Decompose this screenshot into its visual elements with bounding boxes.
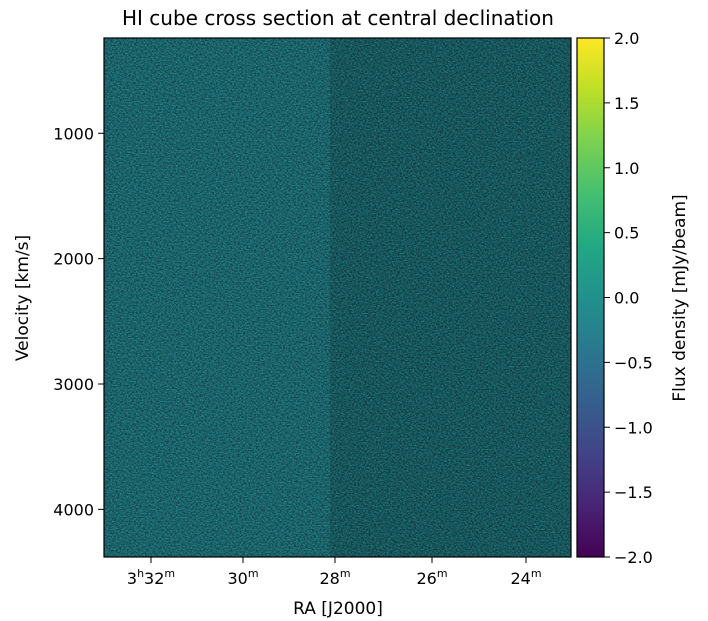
colorbar-tick-label: −1.0 bbox=[614, 418, 653, 437]
colorbar-tick-label: 0.5 bbox=[614, 224, 639, 243]
x-axis-ticks: 3h32m 30m 28m 26m 24m bbox=[127, 557, 542, 588]
colorbar-tick-label: 1.5 bbox=[614, 94, 639, 113]
y-tick-label: 2000 bbox=[53, 250, 94, 269]
x-axis-label: RA [J2000] bbox=[293, 599, 383, 619]
plot-frame bbox=[103, 37, 572, 558]
colorbar-tick-label: 2.0 bbox=[614, 29, 639, 48]
colorbar-label: Flux density [mJy/beam] bbox=[670, 194, 690, 401]
x-tick-label: 3h32m bbox=[127, 567, 175, 588]
colorbar-tick-label: 1.0 bbox=[614, 159, 639, 178]
colorbar bbox=[576, 37, 605, 558]
x-tick-label: 26m bbox=[416, 567, 447, 588]
x-tick-label: 30m bbox=[227, 567, 258, 588]
heatmap-noise-dark bbox=[467, 38, 571, 557]
y-tick-label: 4000 bbox=[53, 500, 94, 519]
colorbar-tick-label: −1.5 bbox=[614, 483, 653, 502]
chart-title: HI cube cross section at central declina… bbox=[122, 6, 554, 30]
x-tick-label: 24m bbox=[510, 567, 541, 588]
colorbar-tick-label: 0.0 bbox=[614, 289, 639, 308]
colorbar-tick-label: −2.0 bbox=[614, 548, 653, 567]
y-tick-label: 3000 bbox=[53, 375, 94, 394]
x-tick-label: 28m bbox=[319, 567, 350, 588]
y-tick-label: 1000 bbox=[53, 124, 94, 143]
colorbar-tick-label: −0.5 bbox=[614, 353, 653, 372]
colorbar-ticks: 2.0 1.5 1.0 0.5 0.0 −0.5 −1.0 −1.5 −2.0 bbox=[604, 29, 653, 567]
y-axis-ticks: 1000 2000 3000 4000 bbox=[53, 124, 104, 519]
heatmap-image bbox=[104, 38, 571, 557]
y-axis-label: Velocity [km/s] bbox=[13, 235, 33, 361]
